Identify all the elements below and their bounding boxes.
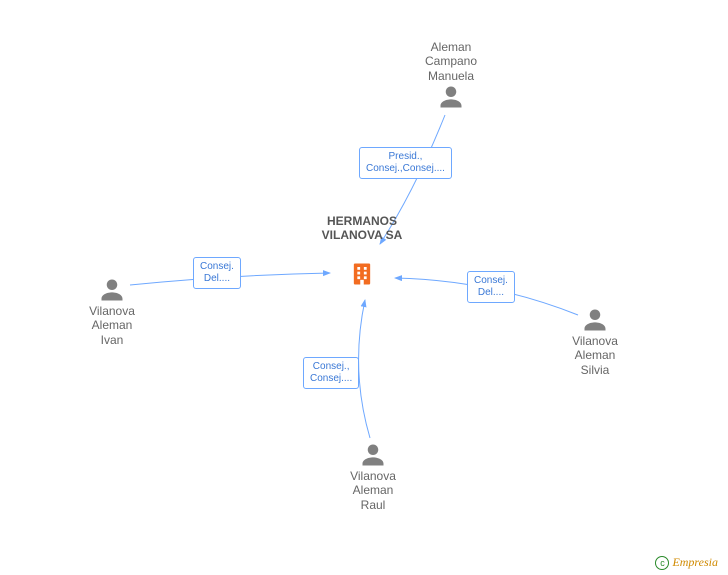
person-icon — [72, 276, 152, 304]
person-node: Aleman Campano Manuela — [411, 40, 491, 111]
person-node: Vilanova Aleman Ivan — [72, 276, 152, 347]
person-node: Vilanova Aleman Silvia — [555, 306, 635, 377]
edge-label: Consej., Consej.... — [303, 357, 359, 389]
watermark-text: Empresia — [672, 555, 718, 569]
edge-label: Consej. Del.... — [467, 271, 515, 303]
person-icon — [333, 441, 413, 469]
edge-label: Presid., Consej.,Consej.... — [359, 147, 452, 179]
diagram-canvas: HERMANOS VILANOVA SA Aleman Campano Manu… — [0, 0, 728, 575]
person-node-label: Vilanova Aleman Ivan — [72, 304, 152, 347]
person-icon — [555, 306, 635, 334]
watermark: cEmpresia — [655, 555, 718, 570]
person-icon — [411, 83, 491, 111]
person-node: Vilanova Aleman Raul — [333, 441, 413, 512]
center-node-label: HERMANOS VILANOVA SA — [312, 214, 412, 243]
building-icon — [348, 260, 376, 288]
edge-label: Consej. Del.... — [193, 257, 241, 289]
person-node-label: Aleman Campano Manuela — [411, 40, 491, 83]
copyright-icon: c — [655, 556, 669, 570]
person-node-label: Vilanova Aleman Silvia — [555, 334, 635, 377]
edge-arrow — [359, 300, 370, 438]
person-node-label: Vilanova Aleman Raul — [333, 469, 413, 512]
